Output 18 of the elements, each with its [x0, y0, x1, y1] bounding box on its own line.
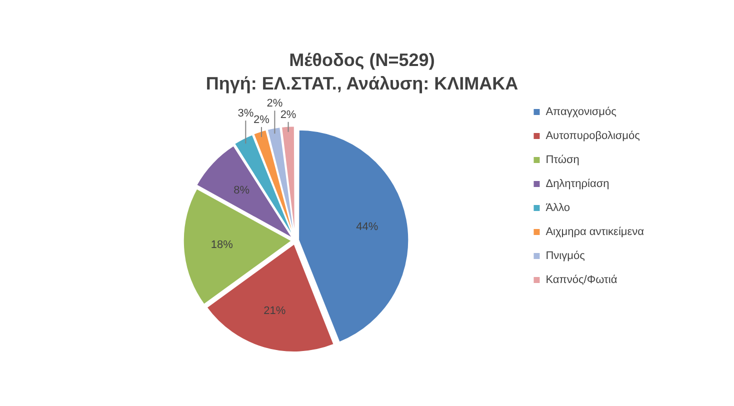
data-label: 8%	[234, 184, 250, 196]
legend-label: Άλλο	[546, 202, 570, 214]
legend-label: Πτώση	[546, 154, 580, 166]
chart-title: Μέθοδος (N=529)	[289, 50, 435, 70]
data-label: 2%	[280, 108, 296, 121]
legend-label: Καπνός/Φωτιά	[546, 274, 618, 286]
legend-label: Πνιγμός	[546, 250, 585, 262]
legend-label: Απαγχονισμός	[546, 106, 616, 118]
chart-subtitle: Πηγή: ΕΛ.ΣΤΑΤ., Ανάλυση: ΚΛΙΜΑΚΑ	[206, 73, 518, 94]
legend-label: Αιχμηρα αντικείμενα	[546, 226, 645, 238]
data-label: 3%	[238, 108, 254, 120]
legend-label: Αυτοπυροβολισμός	[546, 130, 640, 142]
legend-label: Δηλητηρίαση	[546, 178, 610, 190]
data-label: 2%	[254, 114, 270, 126]
data-label: 18%	[210, 239, 234, 252]
data-label: 21%	[264, 305, 286, 318]
data-label: 44%	[356, 220, 378, 233]
data-label: 2%	[266, 98, 283, 110]
